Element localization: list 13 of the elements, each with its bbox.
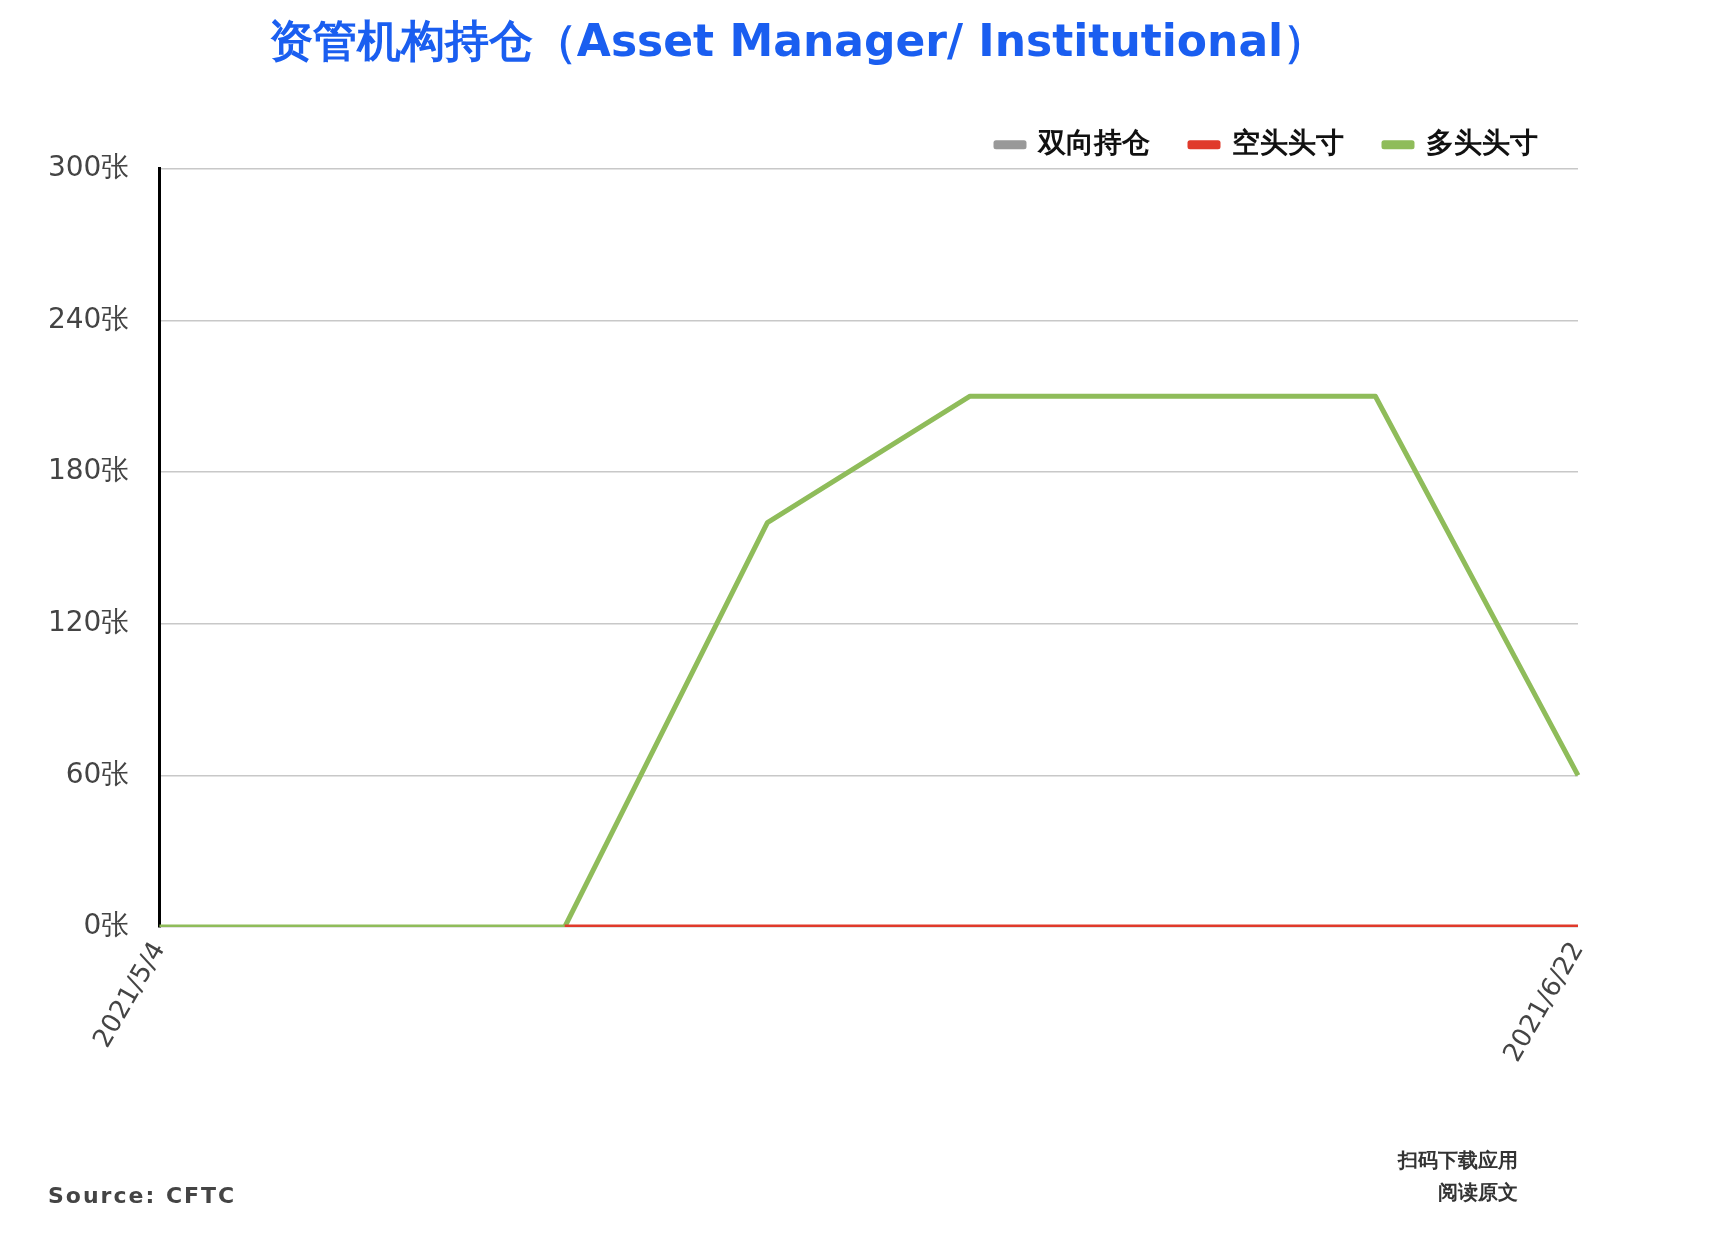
text: 扫码下载应用 — [1398, 1147, 1518, 1174]
source-note: Source: CFTC — [48, 1183, 237, 1208]
legend-label: 空头头寸 — [1232, 126, 1344, 160]
y-tick-label: 240张 — [47, 301, 130, 335]
y-tick-label: 120张 — [47, 604, 130, 638]
legend-label: 双向持仓 — [1037, 126, 1150, 160]
y-tick-label: 60张 — [65, 756, 130, 790]
y-tick-label: 0张 — [83, 908, 130, 942]
y-tick-label: 300张 — [47, 150, 130, 184]
chart-title: 资管机构持仓（Asset Manager/ Institutional） — [268, 14, 1328, 66]
text: 阅读原文 — [1437, 1179, 1518, 1206]
y-tick-label: 180张 — [47, 453, 130, 487]
legend-label: 多头头寸 — [1426, 126, 1538, 160]
